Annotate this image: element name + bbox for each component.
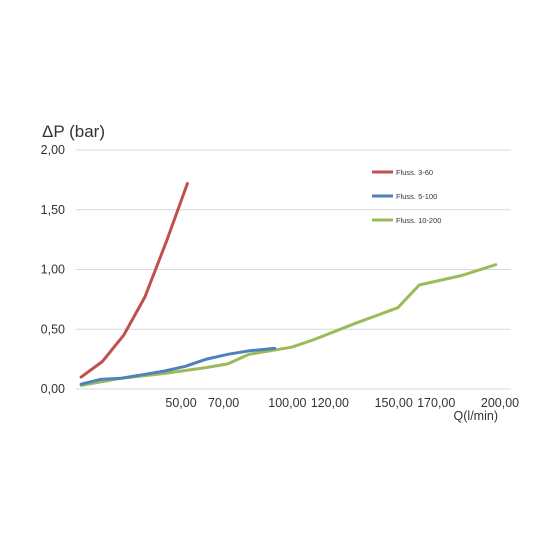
x-tick-label: 150,00 (375, 396, 413, 410)
y-tick-label: 0,00 (41, 382, 65, 396)
y-tick-labels: 0,00 0,50 1,00 1,50 2,00 (41, 143, 65, 396)
gridlines (76, 149, 511, 390)
series-lines (79, 182, 498, 387)
y-axis-label: ΔP (bar) (42, 122, 105, 141)
x-tick-label: 200,00 (481, 396, 519, 410)
legend-label: Fluss. 10-200 (396, 216, 441, 225)
legend-label: Fluss. 3-60 (396, 168, 433, 177)
y-tick-label: 2,00 (41, 143, 65, 157)
x-tick-label: 70,00 (208, 396, 239, 410)
series-line-1 (79, 182, 189, 379)
series-line-2 (79, 346, 277, 386)
y-tick-label: 0,50 (41, 322, 65, 336)
x-tick-label: 170,00 (417, 396, 455, 410)
x-tick-label: 50,00 (165, 396, 196, 410)
x-tick-label: 120,00 (311, 396, 349, 410)
y-tick-label: 1,50 (41, 203, 65, 217)
x-axis-label: Q(l/min) (454, 409, 498, 423)
legend-label: Fluss. 5-100 (396, 192, 437, 201)
series-line-3 (79, 263, 498, 387)
y-tick-label: 1,00 (41, 263, 65, 277)
x-tick-label: 100,00 (268, 396, 306, 410)
x-tick-labels: 50,00 70,00 100,00 120,00 150,00 170,00 200,00 (165, 396, 519, 410)
legend: Fluss. 3-60 Fluss. 5-100 Fluss. 10-200 (372, 168, 441, 225)
